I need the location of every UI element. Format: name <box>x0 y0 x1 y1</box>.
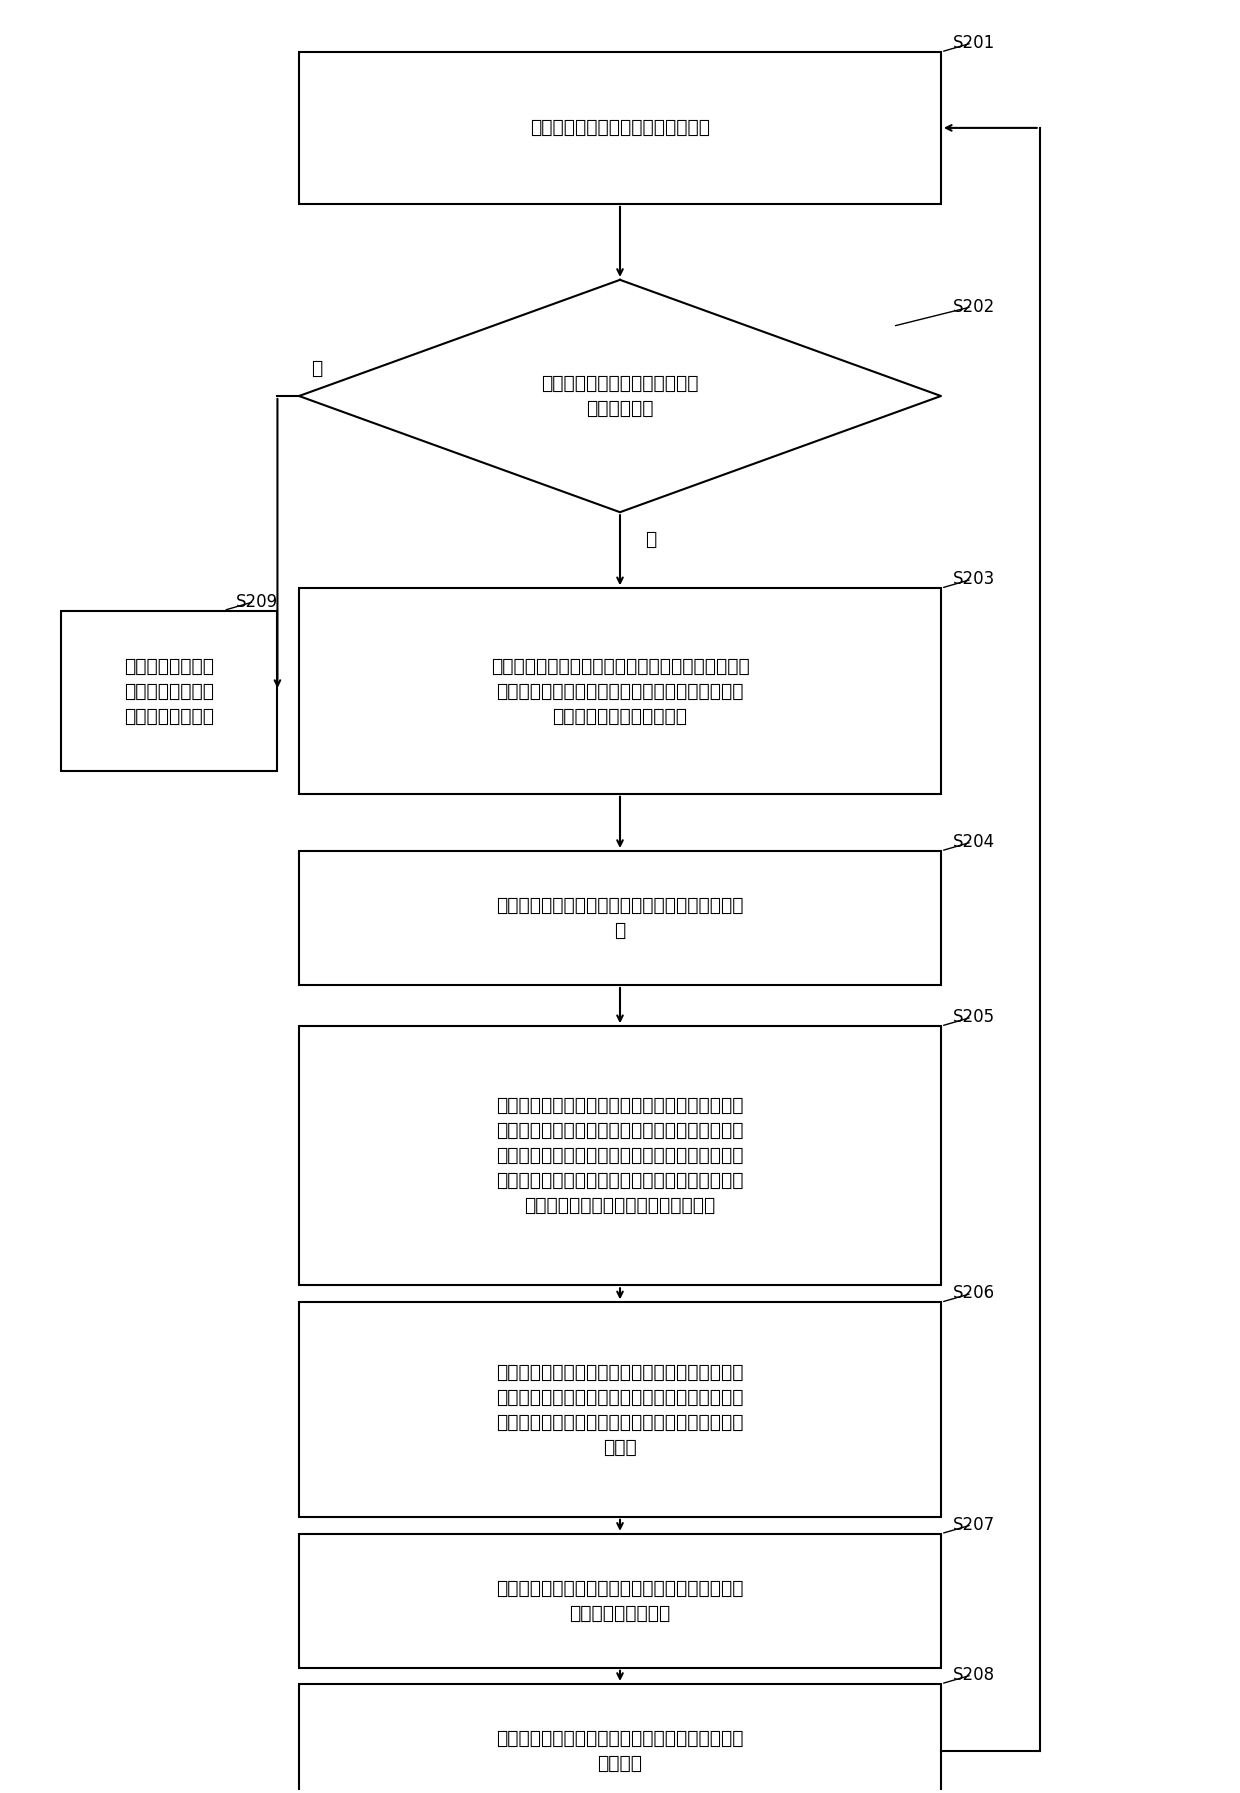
Text: S208: S208 <box>954 1666 996 1684</box>
Text: 判断剩余能量分布系数是否大于
预设均衡系数: 判断剩余能量分布系数是否大于 预设均衡系数 <box>541 375 699 418</box>
FancyBboxPatch shape <box>299 588 941 794</box>
Text: 若剩余能量分布系
数小于或者等于预
设均衡系数，结束: 若剩余能量分布系 数小于或者等于预 设均衡系数，结束 <box>124 656 215 726</box>
FancyBboxPatch shape <box>299 1026 941 1286</box>
Text: 若剩余能量分布系数大于预设均衡系数，将任意一个
传感器节点作为目标节点，计算目标节点受到来自
其他各传感器节点的虚拟力: 若剩余能量分布系数大于预设均衡系数，将任意一个 传感器节点作为目标节点，计算目标… <box>491 656 749 726</box>
Text: S206: S206 <box>954 1284 996 1302</box>
Text: 否: 否 <box>311 359 322 378</box>
Text: S203: S203 <box>954 570 996 588</box>
Polygon shape <box>299 280 941 513</box>
FancyBboxPatch shape <box>299 1533 941 1667</box>
Text: S202: S202 <box>954 298 996 316</box>
FancyBboxPatch shape <box>62 610 278 771</box>
Text: S204: S204 <box>954 834 996 852</box>
FancyBboxPatch shape <box>299 52 941 204</box>
Text: S205: S205 <box>954 1008 996 1026</box>
FancyBboxPatch shape <box>299 1684 941 1793</box>
Text: 是: 是 <box>645 531 656 549</box>
Text: 计算目标节点与其他各传感器节点之间的能量差系
数: 计算目标节点与其他各传感器节点之间的能量差系 数 <box>496 896 744 940</box>
Text: 根据目标节点与其他各传感器节点之间的能量差系
数、剩余能量分布系数、上一轮均衡处理中目标节
点与其他各传感器节点之间的能量调节函数值、以
及本轮的预设调节系数，: 根据目标节点与其他各传感器节点之间的能量差系 数、剩余能量分布系数、上一轮均衡处… <box>496 1096 744 1216</box>
FancyBboxPatch shape <box>299 1302 941 1517</box>
Text: 根据目标节点与其他各传感器节点之间归一化的能
量调节函数值、以及目标节点受到来自其他各传感
器节点的虚拟力，计算各传感器节点所受到的虚拟
力合力: 根据目标节点与其他各传感器节点之间归一化的能 量调节函数值、以及目标节点受到来自… <box>496 1363 744 1456</box>
FancyBboxPatch shape <box>299 852 941 984</box>
Text: S207: S207 <box>954 1515 996 1533</box>
Text: 根据所各传感器节点的坐标信息，更新各传感器节
点的位置: 根据所各传感器节点的坐标信息，更新各传感器节 点的位置 <box>496 1728 744 1773</box>
Text: S201: S201 <box>954 34 996 52</box>
Text: 计算传感器网络的剩余能量分布系数: 计算传感器网络的剩余能量分布系数 <box>529 118 711 138</box>
Text: S209: S209 <box>236 593 278 611</box>
Text: 根据各传感器节点所受到的虚拟力合力，计算各传
感器节点的坐标信息: 根据各传感器节点所受到的虚拟力合力，计算各传 感器节点的坐标信息 <box>496 1580 744 1623</box>
